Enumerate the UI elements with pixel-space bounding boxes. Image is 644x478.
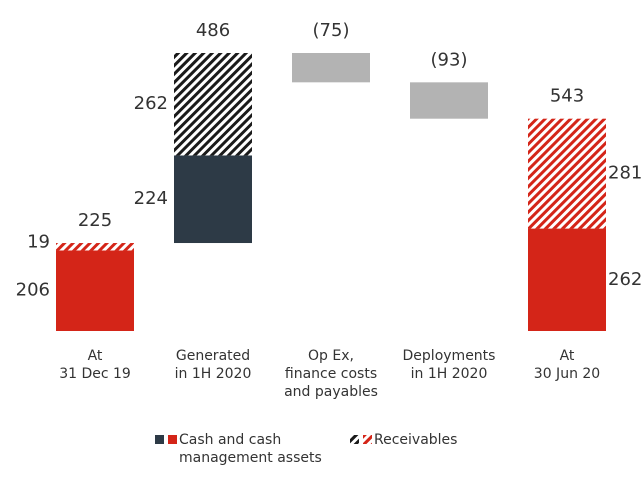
category-label: Generated in 1H 2020 — [175, 348, 252, 382]
legend-swatch — [168, 435, 177, 444]
segment-label: 19 — [27, 232, 50, 253]
bar-segment — [56, 243, 134, 251]
bar-segment — [528, 118, 606, 229]
bar-segment — [174, 53, 252, 156]
legend-label: Cash and cash management assets — [179, 432, 322, 466]
total-label: 486 — [196, 20, 230, 41]
category-label: At 30 Jun 20 — [534, 348, 600, 382]
legend-swatch — [155, 435, 164, 444]
bar — [410, 82, 488, 119]
category-label: At 31 Dec 19 — [59, 348, 131, 382]
category-label: Op Ex, finance costs and payables — [284, 348, 378, 400]
total-label: (75) — [313, 20, 350, 41]
segment-label: 281 — [608, 163, 642, 184]
total-label: (93) — [431, 49, 468, 70]
segment-label: 224 — [134, 188, 168, 209]
bar-segment — [528, 228, 606, 331]
category-label: Deployments in 1H 2020 — [403, 348, 496, 382]
legend-swatch — [363, 435, 372, 444]
total-label: 225 — [78, 210, 112, 231]
segment-label: 206 — [16, 280, 50, 301]
bar — [292, 53, 370, 83]
bar-segment — [56, 250, 134, 331]
bar-segment — [174, 155, 252, 244]
legend-swatch — [350, 435, 359, 444]
segment-label: 262 — [608, 269, 642, 290]
total-label: 543 — [550, 86, 584, 107]
segment-label: 262 — [134, 93, 168, 114]
legend-label: Receivables — [374, 432, 457, 448]
